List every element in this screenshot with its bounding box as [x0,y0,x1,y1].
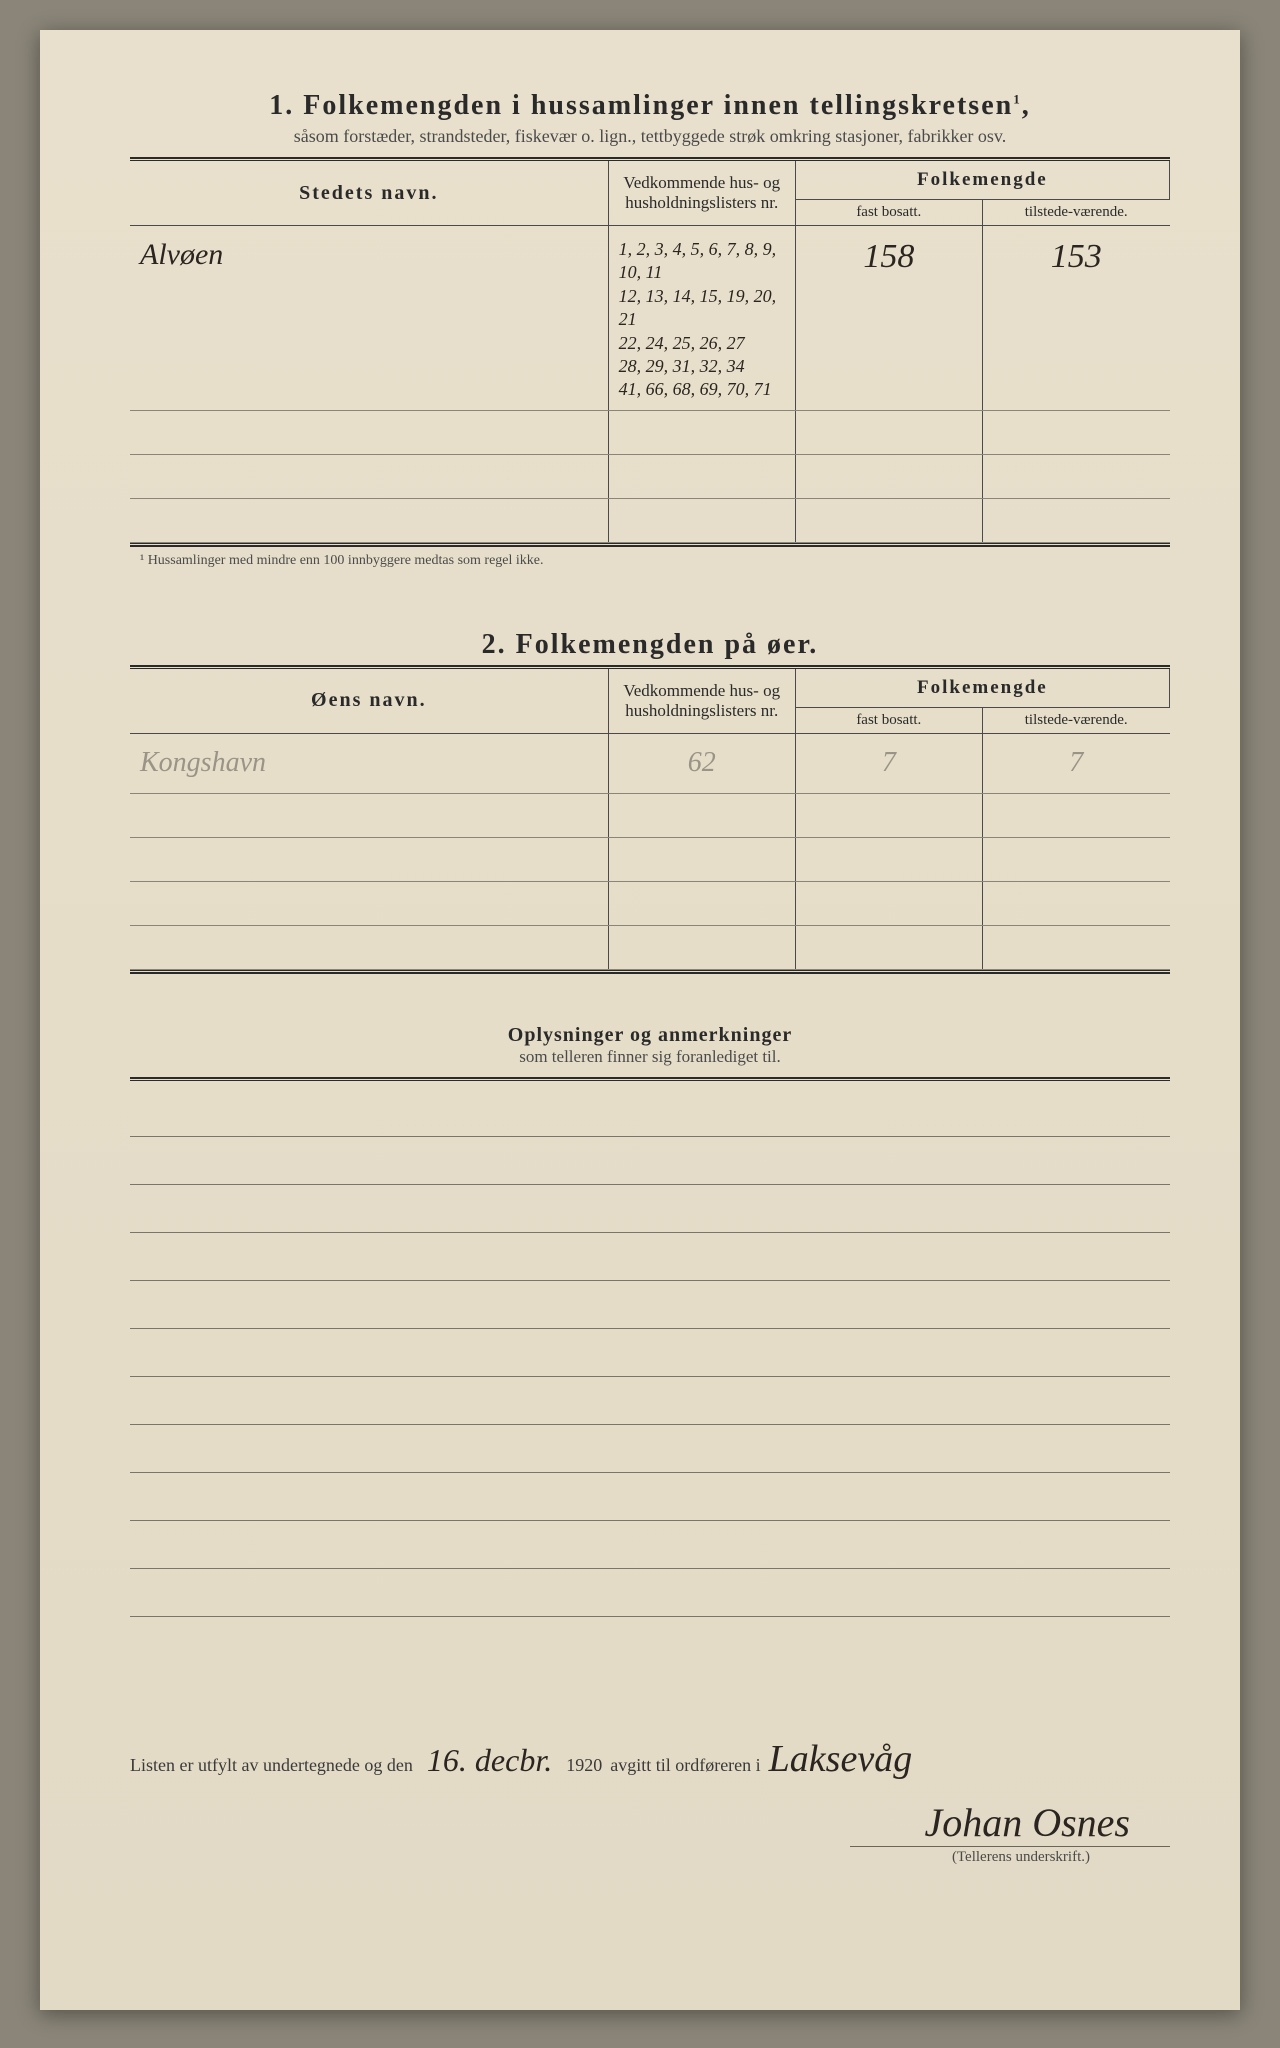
col-fast: fast bosatt. [795,707,982,733]
row1-name: Kongshavn [140,747,266,778]
sig-place: Laksevåg [769,1737,913,1781]
row1-lists: 1, 2, 3, 4, 5, 6, 7, 8, 9, 10, 11 12, 13… [619,238,785,402]
table-row [130,498,1170,542]
table2-header: Øens navn. Vedkommende hus- og husholdni… [130,669,1170,708]
section1-title-text: Folkemengden i hussamlinger innen tellin… [303,90,1013,121]
sig-year: 1920 [566,1755,602,1776]
table-row [130,793,1170,837]
col-fast: fast bosatt. [795,200,982,226]
table-2: Øens navn. Vedkommende hus- og husholdni… [130,669,1170,970]
rule-line [130,1569,1170,1617]
rule-line [130,1425,1170,1473]
table-row [130,410,1170,454]
row1-fast: 7 [882,747,896,778]
section2-number: 2. [482,629,507,660]
section1-subtitle: såsom forstæder, strandsteder, fiskevær … [130,126,1170,147]
remarks-subtitle: som telleren finner sig foranlediget til… [130,1047,1170,1067]
col-tilstede: tilstede-værende. [982,200,1169,226]
sig-mid: avgitt til ordføreren i [610,1755,760,1776]
section-2: 2. Folkemengden på øer. Øens navn. Vedko… [130,629,1170,974]
section1-sup: 1 [1013,92,1022,107]
rule-line [130,1377,1170,1425]
rule-line [130,1473,1170,1521]
row1-fast: 158 [795,226,982,411]
col-oens-navn: Øens navn. [130,669,608,734]
table1-header: Stedets navn. Vedkommende hus- og hushol… [130,161,1170,200]
table-1: Stedets navn. Vedkommende hus- og hushol… [130,161,1170,543]
section1-number: 1. [269,90,294,121]
table-row [130,925,1170,969]
table-row [130,837,1170,881]
document-page: 1. Folkemengden i hussamlinger innen tel… [40,30,1240,2010]
sig-caption: (Tellerens underskrift.) [850,1846,1170,1866]
section-1: 1. Folkemengden i hussamlinger innen tel… [130,90,1170,569]
rule [130,543,1170,547]
row1-tilstede: 153 [982,226,1169,411]
sig-name: Johan Osnes [130,1799,1170,1846]
col-lists: Vedkommende hus- og husholdningslisters … [608,161,795,226]
sig-prefix: Listen er utfylt av undertegnede og den [130,1755,413,1776]
remarks-title: Oplysninger og anmerkninger [130,1024,1170,1047]
remarks-lines [130,1089,1170,1617]
rule-line [130,1089,1170,1137]
col-stedets-navn: Stedets navn. [130,161,608,226]
section2-title-text: Folkemengden på øer. [516,629,819,660]
col-tilstede: tilstede-værende. [982,707,1169,733]
rule-line [130,1329,1170,1377]
rule [130,970,1170,974]
signature-line: Listen er utfylt av undertegnede og den … [130,1737,1170,1781]
section1-footnote: ¹ Hussamlinger med mindre enn 100 innbyg… [130,553,1170,569]
signature-block: Listen er utfylt av undertegnede og den … [130,1737,1170,1866]
table1-row1: Alvøen 1, 2, 3, 4, 5, 6, 7, 8, 9, 10, 11… [130,226,1170,411]
row1-tilstede: 7 [1069,747,1083,778]
row1-lists: 62 [688,747,716,778]
table2-row1: Kongshavn 62 7 7 [130,733,1170,793]
table-row [130,454,1170,498]
col-folkemengde: Folkemengde [795,669,1169,708]
rule-line [130,1137,1170,1185]
rule-line [130,1521,1170,1569]
row1-name: Alvøen [140,238,223,271]
rule-line [130,1233,1170,1281]
col-lists: Vedkommende hus- og husholdningslisters … [608,669,795,734]
section2-title: 2. Folkemengden på øer. [130,629,1170,661]
rule-line [130,1281,1170,1329]
rule [130,1077,1170,1081]
col-folkemengde: Folkemengde [795,161,1169,200]
table-row [130,881,1170,925]
section1-title: 1. Folkemengden i hussamlinger innen tel… [130,90,1170,122]
rule-line [130,1185,1170,1233]
sig-date: 16. decbr. [421,1742,558,1779]
